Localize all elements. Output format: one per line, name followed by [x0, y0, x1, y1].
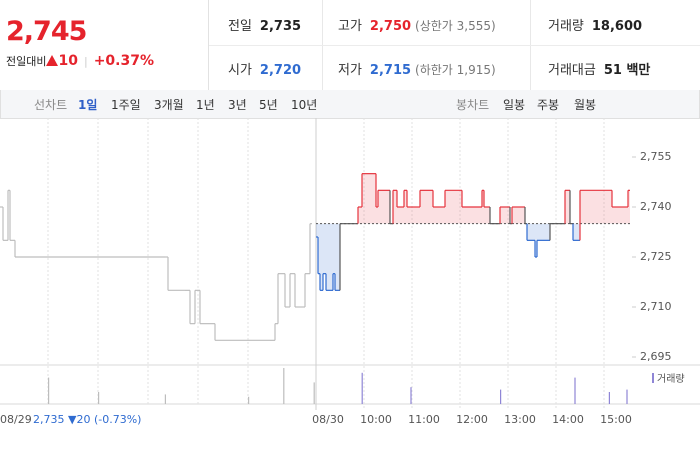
volume-bar: [313, 382, 315, 404]
stat-value: 2,750: [369, 19, 412, 34]
tab-group-label: 선차트: [34, 98, 68, 112]
quote-panel: 2,745 전일대비 10 | +0.37% 전일 2,735 고가 2,750 (상한가 3…: [0, 0, 700, 91]
stat-value: 2,735: [259, 19, 302, 34]
x-tick-label: 08/30: [312, 413, 344, 426]
change-row: 전일대비 10 | +0.37%: [6, 53, 154, 69]
tab-bar: 선차트 1일 1주일 3개월 1년 3년 5년 10년 봉차트 일봉 주봉 월봉: [0, 90, 700, 119]
stat-cell: 거래대금 51 백만: [548, 59, 650, 78]
change: 10: [58, 53, 78, 69]
chart: 08/29 08/30 10:00 11:00 12:00 13:00 14:00 15:00…: [0, 118, 700, 426]
stat-cell: 고가 2,750 (상한가 3,555): [338, 15, 496, 34]
x-tick-label: 14:00: [552, 413, 584, 426]
area-up: [358, 173, 630, 224]
stat-cell: 시가 2,720: [228, 59, 301, 78]
volume-bar: [626, 389, 628, 404]
tab[interactable]: 주봉: [537, 98, 560, 112]
volume-bar: [98, 392, 100, 404]
divider: [209, 45, 700, 46]
y-tick-label: 2,740: [640, 200, 672, 213]
tab[interactable]: 1년: [196, 98, 215, 112]
prev-summary: 2,735 ▼20 (-0.73%): [33, 413, 141, 426]
volume-bar: [164, 394, 166, 404]
stat-value: 18,600: [591, 19, 643, 34]
tab[interactable]: 3개월: [154, 98, 184, 112]
stat-label: 시가: [228, 63, 252, 78]
volume-bar: [608, 392, 610, 404]
volume-bar: [48, 377, 50, 404]
x-tick-label: 11:00: [408, 413, 440, 426]
stat-cell: 저가 2,715 (하한가 1,915): [338, 59, 496, 78]
price: 2,745: [6, 16, 87, 47]
volume-bar: [248, 396, 250, 404]
stat-note: (상한가 3,555): [415, 19, 496, 33]
volume-bar: [500, 389, 502, 404]
tab[interactable]: 일봉: [503, 98, 526, 112]
stat-value: 51 백만: [603, 63, 651, 78]
stat-cell: 전일 2,735: [228, 15, 301, 34]
y-tick-label: 2,725: [640, 250, 672, 263]
x-tick-label: 12:00: [456, 413, 488, 426]
up-icon: [46, 55, 59, 66]
y-tick-label: 2,755: [640, 150, 672, 163]
volume-bar: [574, 377, 576, 404]
volume-bar: [283, 368, 285, 404]
y-tick-label: 2,710: [640, 300, 672, 313]
stat-label: 거래량: [548, 19, 584, 34]
tab[interactable]: 1주일: [111, 98, 141, 112]
price-box: 2,745 전일대비 10 | +0.37%: [0, 0, 209, 90]
legend-swatch: [652, 373, 654, 383]
stat-value: 2,715: [369, 63, 412, 78]
stat-label: 전일: [228, 19, 252, 34]
tab[interactable]: 1일: [78, 98, 98, 112]
x-tick-label: 08/29: [0, 413, 32, 426]
volume-bar: [361, 372, 363, 404]
change-pct: +0.37%: [93, 53, 154, 69]
legend-label: 거래량: [657, 373, 685, 385]
tab-group-label: 봉차트: [456, 98, 490, 112]
stat-label: 고가: [338, 19, 362, 34]
stat-note: (하한가 1,915): [415, 63, 496, 77]
y-tick-label: 2,695: [640, 350, 672, 363]
volume-bar: [410, 387, 412, 404]
tab[interactable]: 10년: [291, 98, 318, 112]
tab[interactable]: 3년: [228, 98, 247, 112]
stat-value: 2,720: [259, 63, 302, 78]
x-tick-label: 10:00: [360, 413, 392, 426]
stat-label: 거래대금: [548, 63, 596, 78]
stat-label: 저가: [338, 63, 362, 78]
tab[interactable]: 월봉: [574, 98, 597, 112]
tab[interactable]: 5년: [259, 98, 278, 112]
stat-cell: 거래량 18,600: [548, 15, 642, 34]
x-tick-label: 13:00: [504, 413, 536, 426]
x-tick-label: 15:00: [600, 413, 632, 426]
change-label: 전일대비: [6, 55, 47, 68]
